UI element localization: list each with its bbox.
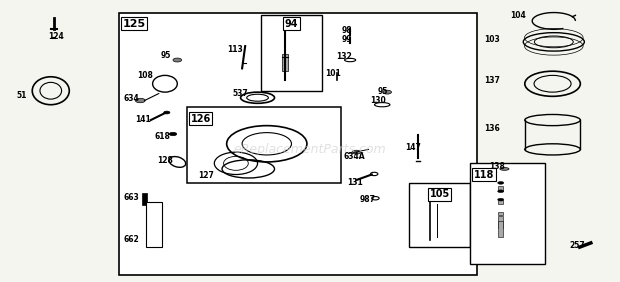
FancyBboxPatch shape <box>409 183 471 247</box>
Text: 98: 98 <box>342 26 353 35</box>
Bar <box>498 216 503 228</box>
Circle shape <box>169 132 177 136</box>
Bar <box>498 186 503 191</box>
Bar <box>498 221 503 237</box>
Text: 128: 128 <box>157 156 174 165</box>
Text: 101: 101 <box>325 69 340 78</box>
Circle shape <box>498 190 504 193</box>
Text: 118: 118 <box>474 169 494 180</box>
Text: 663: 663 <box>123 193 140 202</box>
Bar <box>142 193 147 205</box>
Text: 105: 105 <box>430 189 450 199</box>
FancyBboxPatch shape <box>187 107 341 183</box>
Circle shape <box>173 58 182 62</box>
Text: 51: 51 <box>17 91 27 100</box>
Text: 127: 127 <box>198 171 213 180</box>
Circle shape <box>498 182 504 184</box>
Text: 113: 113 <box>227 45 242 54</box>
Text: 125: 125 <box>123 19 146 29</box>
Text: 131: 131 <box>347 178 363 187</box>
Text: 257: 257 <box>569 241 585 250</box>
Text: 138: 138 <box>489 162 505 171</box>
Text: 95: 95 <box>378 87 388 96</box>
Text: 124: 124 <box>48 32 63 41</box>
Circle shape <box>383 90 391 94</box>
Text: 634A: 634A <box>344 152 366 161</box>
Text: 137: 137 <box>484 76 500 85</box>
Bar <box>498 212 503 215</box>
FancyBboxPatch shape <box>471 163 544 264</box>
Text: 94: 94 <box>285 19 298 29</box>
Circle shape <box>352 150 361 154</box>
Text: 987: 987 <box>360 195 376 204</box>
Text: 103: 103 <box>484 36 500 45</box>
Text: 147: 147 <box>405 143 421 152</box>
Text: 537: 537 <box>233 89 249 98</box>
Text: 95: 95 <box>161 51 171 60</box>
Text: 126: 126 <box>190 114 211 124</box>
Bar <box>282 54 288 71</box>
Text: 136: 136 <box>484 124 500 133</box>
Text: 634: 634 <box>123 94 140 103</box>
Text: 99: 99 <box>342 35 353 44</box>
Text: 618: 618 <box>154 132 170 141</box>
FancyBboxPatch shape <box>260 15 322 91</box>
Text: 104: 104 <box>511 11 526 20</box>
Bar <box>146 202 162 247</box>
Text: eReplacementParts.com: eReplacementParts.com <box>234 143 386 156</box>
Bar <box>498 200 503 204</box>
Circle shape <box>498 198 504 201</box>
Circle shape <box>164 111 170 114</box>
Text: 130: 130 <box>371 96 386 105</box>
Ellipse shape <box>500 168 509 170</box>
Text: 141: 141 <box>135 115 151 124</box>
Text: 132: 132 <box>336 52 352 61</box>
Text: 108: 108 <box>137 71 153 80</box>
Circle shape <box>135 98 145 103</box>
Text: 662: 662 <box>123 235 140 244</box>
FancyBboxPatch shape <box>118 13 477 275</box>
